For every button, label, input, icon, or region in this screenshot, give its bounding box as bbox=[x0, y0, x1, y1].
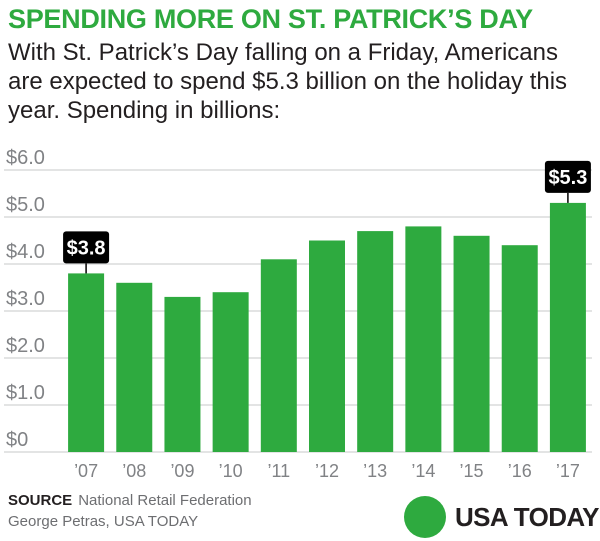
bar bbox=[405, 226, 442, 452]
x-tick-label: ’17 bbox=[556, 461, 580, 481]
bar bbox=[260, 259, 297, 452]
source-line: SOURCE National Retail Federation bbox=[8, 490, 252, 511]
x-tick-label: ’08 bbox=[122, 461, 146, 481]
bar bbox=[164, 296, 201, 452]
source-label: SOURCE bbox=[8, 492, 73, 509]
logo-dot-icon bbox=[404, 496, 446, 538]
x-tick-label: ’07 bbox=[74, 461, 98, 481]
brand-name: USA TODAY bbox=[455, 501, 600, 532]
x-tick-label: ’15 bbox=[460, 461, 484, 481]
x-tick-label: ’12 bbox=[315, 461, 339, 481]
bar bbox=[116, 282, 153, 452]
bar bbox=[549, 202, 586, 452]
value-callouts: $3.8 $5.3 bbox=[63, 160, 591, 274]
y-tick-label: $4.0 bbox=[6, 241, 45, 263]
x-axis-tick-labels: ’07 ’08 ’09 ’10 ’11 ’12 ’13 ’14 ’15 ’16 ’17 bbox=[74, 461, 580, 481]
y-axis-tick-labels: $0 $1.0 $2.0 $3.0 $4.0 $5.0 $6.0 bbox=[6, 147, 45, 451]
bar bbox=[309, 240, 345, 452]
brand-logo: USA TODAY bbox=[404, 496, 600, 538]
bar bbox=[501, 245, 538, 452]
source-text: National Retail Federation bbox=[78, 492, 252, 509]
x-tick-label: ’11 bbox=[267, 461, 290, 481]
callout-value-label: $3.8 bbox=[67, 237, 106, 259]
x-tick-label: ’16 bbox=[508, 461, 532, 481]
callout-box bbox=[544, 160, 591, 193]
bar bbox=[453, 235, 490, 452]
x-tick-label: ’13 bbox=[363, 461, 387, 481]
footer: SOURCE National Retail Federation George … bbox=[8, 490, 252, 532]
chart-subtitle: With St. Patrick’s Day falling on a Frid… bbox=[8, 39, 568, 124]
y-tick-label: $0 bbox=[6, 429, 28, 451]
callout-box bbox=[63, 231, 110, 264]
y-tick-label: $1.0 bbox=[6, 382, 45, 404]
y-tick-label: $3.0 bbox=[6, 288, 45, 310]
y-tick-label: $5.0 bbox=[6, 194, 45, 216]
bar bbox=[68, 273, 105, 452]
y-tick-label: $2.0 bbox=[6, 335, 45, 357]
x-tick-label: ’14 bbox=[411, 461, 435, 481]
x-tick-label: ’09 bbox=[170, 461, 194, 481]
bar bbox=[212, 292, 249, 452]
chart-title: SPENDING MORE ON ST. PATRICK’S DAY bbox=[8, 4, 533, 34]
bars bbox=[68, 202, 586, 452]
credit-text: George Petras, USA TODAY bbox=[8, 513, 199, 530]
bar bbox=[357, 231, 394, 452]
x-tick-label: ’10 bbox=[219, 461, 243, 481]
callout-value-label: $5.3 bbox=[548, 167, 587, 189]
y-tick-label: $6.0 bbox=[6, 147, 45, 169]
bar-chart: $0$1.0$2.0$3.0$4.0$5.0$6.0 ’07’08’09’10’… bbox=[4, 147, 592, 481]
